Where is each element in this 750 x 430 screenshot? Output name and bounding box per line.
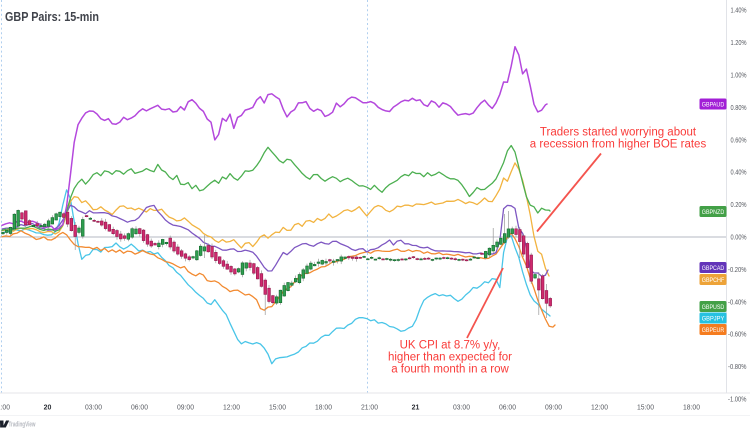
svg-text:GBPCHF: GBPCHF (702, 277, 725, 284)
svg-text:20: 20 (44, 405, 52, 412)
svg-text:0.20%: 0.20% (731, 202, 747, 209)
svg-text:15:00: 15:00 (637, 405, 654, 412)
svg-text:GBP Pairs: 15-min: GBP Pairs: 15-min (5, 9, 99, 24)
svg-text:-0.20%: -0.20% (728, 267, 747, 274)
svg-text:1.20%: 1.20% (731, 40, 747, 47)
svg-text:0.40%: 0.40% (731, 170, 747, 177)
svg-text:12:00: 12:00 (591, 405, 608, 412)
svg-text:09:00: 09:00 (545, 405, 562, 412)
svg-text:1.40%: 1.40% (731, 8, 747, 15)
svg-text:GBPEUR: GBPEUR (702, 327, 725, 334)
svg-text:18:00: 18:00 (683, 405, 700, 412)
svg-text:a recession from higher BOE ra: a recession from higher BOE rates (530, 139, 707, 151)
svg-text:21: 21 (412, 405, 420, 412)
svg-text:0.60%: 0.60% (731, 137, 747, 144)
svg-text:21:00: 21:00 (0, 405, 10, 412)
svg-text:03:00: 03:00 (453, 405, 470, 412)
svg-text:GBPJPY: GBPJPY (702, 315, 725, 322)
svg-text:09:00: 09:00 (177, 405, 194, 412)
svg-text:GBPCAD: GBPCAD (702, 265, 725, 272)
svg-text:-0.60%: -0.60% (728, 332, 747, 339)
svg-text:0.00%: 0.00% (731, 235, 747, 242)
svg-text:15:00: 15:00 (269, 405, 286, 412)
svg-text:GBPAUD: GBPAUD (702, 101, 725, 108)
svg-text:21:00: 21:00 (361, 405, 378, 412)
svg-text:18:00: 18:00 (315, 405, 332, 412)
svg-text:06:00: 06:00 (131, 405, 148, 412)
svg-text:-0.40%: -0.40% (728, 299, 747, 306)
svg-text:-1.00%: -1.00% (728, 397, 747, 404)
svg-text:higher than expected for: higher than expected for (388, 352, 512, 364)
svg-text:TradingView: TradingView (9, 420, 36, 429)
svg-text:Traders started worrying about: Traders started worrying about (540, 127, 697, 139)
svg-text:a fourth month in a row: a fourth month in a row (391, 364, 509, 376)
svg-text:-0.80%: -0.80% (728, 364, 747, 371)
svg-text:GBPUSD: GBPUSD (702, 304, 725, 311)
svg-text:06:00: 06:00 (499, 405, 516, 412)
svg-text:03:00: 03:00 (85, 405, 102, 412)
svg-text:GBPNZD: GBPNZD (702, 209, 725, 216)
svg-text:0.80%: 0.80% (731, 105, 747, 112)
svg-text:UK CPI at 8.7% y/y,: UK CPI at 8.7% y/y, (400, 340, 501, 352)
svg-text:1.00%: 1.00% (731, 73, 747, 80)
svg-text:12:00: 12:00 (223, 405, 240, 412)
